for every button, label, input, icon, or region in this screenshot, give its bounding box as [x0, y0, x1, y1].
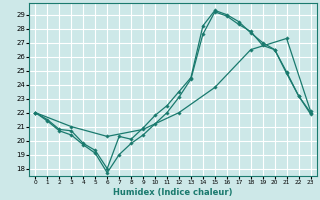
X-axis label: Humidex (Indice chaleur): Humidex (Indice chaleur) — [113, 188, 233, 197]
